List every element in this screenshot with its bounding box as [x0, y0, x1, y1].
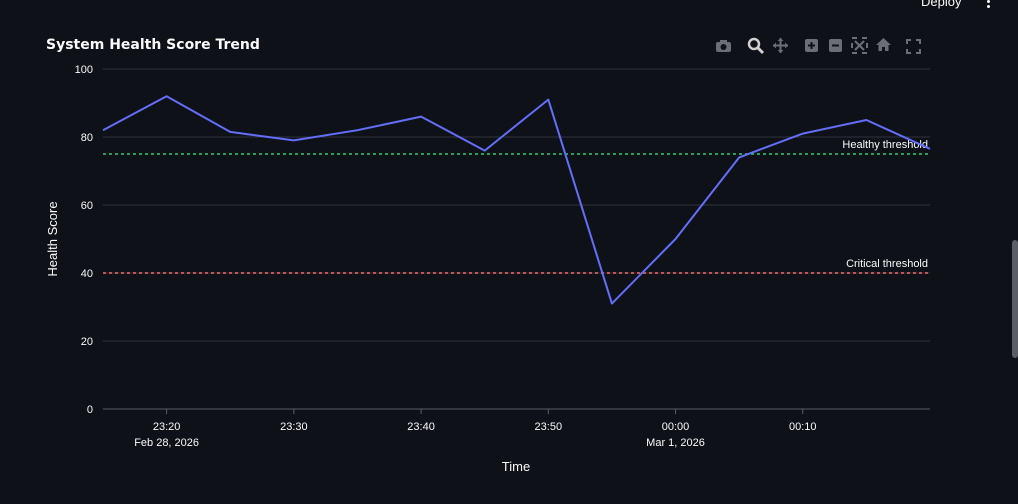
x-tick-label: 23:50	[535, 421, 563, 433]
data-point[interactable]	[609, 301, 614, 306]
data-point[interactable]	[101, 128, 106, 133]
kebab-menu-icon[interactable]	[980, 0, 996, 11]
y-tick-label: 40	[81, 268, 93, 280]
data-point[interactable]	[800, 131, 805, 136]
y-axis-title: Health Score	[45, 201, 60, 276]
camera-icon[interactable]	[716, 40, 731, 52]
scrollbar[interactable]	[1012, 240, 1018, 358]
series-line	[102, 95, 931, 305]
deploy-button[interactable]: Deploy	[921, 0, 962, 9]
y-tick-label: 0	[87, 404, 93, 416]
y-tick-label: 80	[81, 132, 93, 144]
data-point[interactable]	[164, 94, 169, 99]
data-point[interactable]	[419, 114, 424, 119]
zoom-icon[interactable]	[747, 37, 765, 55]
zoom-in-icon[interactable]	[805, 39, 818, 52]
data-point[interactable]	[673, 237, 678, 242]
data-point[interactable]	[737, 155, 742, 160]
data-point[interactable]	[291, 138, 296, 143]
data-point[interactable]	[928, 146, 933, 151]
gridlines	[103, 68, 930, 410]
pan-icon[interactable]	[773, 38, 788, 53]
autoscale-icon[interactable]	[851, 37, 868, 54]
data-point[interactable]	[864, 118, 869, 123]
threshold-label: Healthy threshold	[842, 139, 928, 151]
chart-title: System Health Score Trend	[46, 37, 260, 53]
threshold-lines: Healthy threshold Critical threshold	[103, 139, 930, 274]
x-tick-label: 23:30	[280, 421, 308, 433]
modebar	[716, 37, 921, 55]
data-point[interactable]	[355, 128, 360, 133]
x-tick-sublabel: Feb 28, 2026	[134, 437, 199, 449]
threshold-label: Critical threshold	[846, 258, 928, 270]
x-tick-sublabel: Mar 1, 2026	[646, 437, 705, 449]
x-tick-label: 00:10	[789, 421, 817, 433]
y-axis-ticks: 0 20 40 60 80 100	[75, 64, 93, 416]
x-axis-title: Time	[502, 459, 530, 474]
x-tick-label: 23:40	[407, 421, 435, 433]
data-point[interactable]	[228, 129, 233, 134]
home-icon[interactable]	[876, 38, 891, 51]
x-tick-label: 00:00	[662, 421, 690, 433]
y-tick-label: 60	[81, 200, 93, 212]
data-point[interactable]	[546, 97, 551, 102]
y-tick-label: 100	[75, 64, 93, 76]
x-tick-label: 23:20	[153, 421, 181, 433]
fullscreen-icon[interactable]	[906, 39, 921, 54]
data-point[interactable]	[482, 148, 487, 153]
zoom-out-icon[interactable]	[829, 39, 842, 52]
x-axis-ticks: 23:20 Feb 28, 2026 23:30 23:40 23:50 00:00 Mar…	[134, 409, 817, 449]
series-lines	[102, 95, 931, 305]
y-tick-label: 20	[81, 336, 93, 348]
